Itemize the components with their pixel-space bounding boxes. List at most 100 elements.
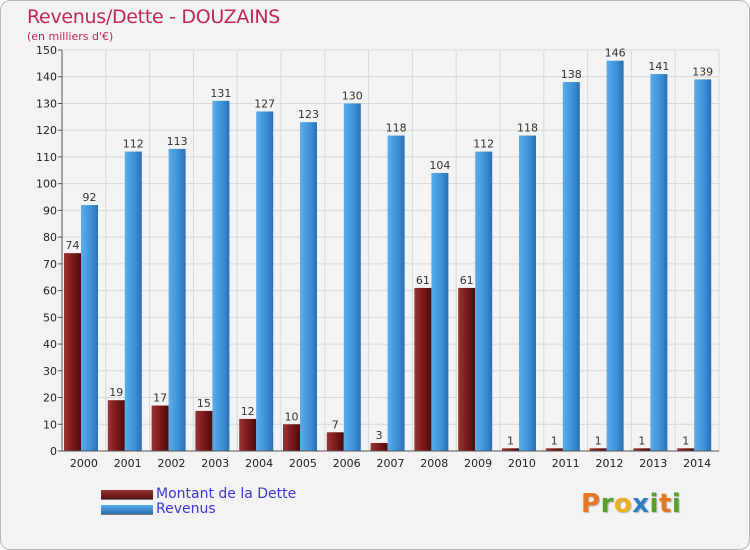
- bar-revenus-2013: [650, 74, 668, 451]
- bar-dette-2008: [414, 287, 432, 451]
- logo-letter: i: [649, 489, 659, 519]
- x-tick-label-2006: 2006: [333, 457, 361, 470]
- value-label-revenus-2010: 118: [517, 122, 538, 135]
- bar-revenus-2012: [606, 60, 624, 452]
- bar-revenus-2000: [81, 205, 98, 451]
- x-tick-label-2012: 2012: [596, 457, 624, 470]
- value-label-revenus-2008: 104: [429, 159, 450, 172]
- bar-revenus-2002: [168, 148, 186, 451]
- value-label-revenus-2003: 131: [210, 87, 231, 100]
- x-tick-label-2003: 2003: [201, 457, 229, 470]
- value-label-revenus-2000: 92: [83, 191, 97, 204]
- x-tick-label-2000: 2000: [70, 457, 98, 470]
- x-tick-label-2004: 2004: [245, 457, 273, 470]
- value-label-revenus-2007: 118: [386, 122, 407, 135]
- bar-revenus-2008: [431, 172, 449, 451]
- y-tick-label: 140: [36, 71, 57, 84]
- bar-dette-2011: [545, 448, 563, 451]
- logo-letter: P: [581, 489, 601, 519]
- value-label-revenus-2013: 141: [648, 60, 669, 73]
- value-label-dette-2004: 12: [241, 405, 255, 418]
- y-tick-label: 100: [36, 178, 57, 191]
- value-label-dette-2005: 10: [285, 410, 299, 423]
- y-tick-label: 90: [43, 204, 57, 217]
- y-tick-label: 130: [36, 97, 57, 110]
- x-tick-label-2010: 2010: [508, 457, 536, 470]
- value-label-dette-2013: 1: [638, 434, 645, 447]
- logo-letter: o: [613, 489, 633, 519]
- bar-revenus-2009: [475, 151, 493, 451]
- y-tick-label: 40: [43, 338, 57, 351]
- x-tick-label-2002: 2002: [158, 457, 186, 470]
- value-label-dette-2000: 74: [66, 239, 80, 252]
- value-label-revenus-2014: 139: [692, 65, 713, 78]
- y-tick-label: 30: [43, 365, 57, 378]
- legend-label-revenus: Revenus: [156, 501, 216, 517]
- x-tick-label-2005: 2005: [289, 457, 317, 470]
- bar-revenus-2007: [387, 135, 405, 451]
- value-label-dette-2012: 1: [595, 434, 602, 447]
- y-tick-label: 10: [43, 418, 57, 431]
- x-tick-label-2008: 2008: [420, 457, 448, 470]
- y-tick-label: 20: [43, 392, 57, 405]
- x-tick-label-2013: 2013: [639, 457, 667, 470]
- y-tick-label: 60: [43, 285, 57, 298]
- bar-dette-2000: [64, 253, 81, 451]
- y-tick-label: 0: [50, 445, 57, 458]
- bar-revenus-2014: [694, 79, 712, 451]
- legend-swatch-revenus: [101, 505, 153, 514]
- y-tick-label: 120: [36, 124, 57, 137]
- value-label-revenus-2012: 146: [605, 47, 626, 60]
- x-tick-label-2011: 2011: [552, 457, 580, 470]
- bar-revenus-2001: [124, 151, 142, 451]
- value-label-dette-2014: 1: [682, 434, 689, 447]
- bar-revenus-2011: [562, 82, 580, 451]
- proxiti-logo: Proxiti: [581, 489, 681, 519]
- bar-dette-2012: [589, 448, 607, 451]
- logo-letter: i: [671, 489, 682, 519]
- y-tick-label: 80: [43, 231, 57, 244]
- bar-dette-2003: [195, 410, 213, 451]
- value-label-dette-2010: 1: [507, 434, 514, 447]
- value-label-revenus-2009: 112: [473, 138, 494, 151]
- bar-revenus-2004: [256, 111, 274, 451]
- value-label-dette-2002: 17: [153, 392, 167, 405]
- y-tick-label: 70: [43, 258, 57, 271]
- legend-label-debt: Montant de la Dette: [156, 486, 297, 502]
- value-label-dette-2009: 61: [460, 274, 474, 287]
- labels-layer: 74 92 19 112 17 113 15 131 12 127 10 123 7 130 3 118 61 1…: [66, 47, 714, 448]
- bar-revenus-2005: [300, 122, 317, 452]
- logo-letter: x: [632, 489, 650, 519]
- legend-swatch-debt: [101, 490, 153, 499]
- bar-dette-2007: [370, 442, 388, 451]
- bar-dette-2014: [677, 448, 695, 451]
- bar-dette-2002: [151, 405, 169, 451]
- value-label-revenus-2001: 112: [123, 138, 144, 151]
- x-tick-label-2007: 2007: [377, 457, 405, 470]
- y-tick-label: 110: [36, 151, 57, 164]
- bar-revenus-2003: [212, 100, 230, 451]
- value-label-dette-2006: 7: [332, 418, 339, 431]
- chart-subtitle: (en milliers d'€): [27, 30, 114, 43]
- bar-revenus-2006: [343, 103, 361, 451]
- value-label-dette-2001: 19: [109, 386, 123, 399]
- axis-layer: 0102030405060708090100110120130140150200…: [36, 44, 719, 470]
- x-tick-label-2001: 2001: [114, 457, 142, 470]
- value-label-revenus-2011: 138: [561, 68, 582, 81]
- y-tick-label: 150: [36, 44, 57, 57]
- logo-letter: t: [658, 489, 672, 519]
- bar-dette-2005: [283, 424, 300, 451]
- bars-layer: [64, 60, 712, 452]
- chart-title: Revenus/Dette - DOUZAINS: [27, 6, 281, 28]
- bar-dette-2009: [458, 287, 476, 451]
- value-label-revenus-2002: 113: [167, 135, 188, 148]
- x-tick-label-2009: 2009: [464, 457, 492, 470]
- value-label-dette-2007: 3: [376, 429, 383, 442]
- value-label-revenus-2004: 127: [254, 97, 275, 110]
- logo-letter: r: [600, 489, 614, 519]
- y-tick-label: 50: [43, 311, 57, 324]
- value-label-revenus-2006: 130: [342, 89, 363, 102]
- bar-revenus-2010: [519, 135, 536, 451]
